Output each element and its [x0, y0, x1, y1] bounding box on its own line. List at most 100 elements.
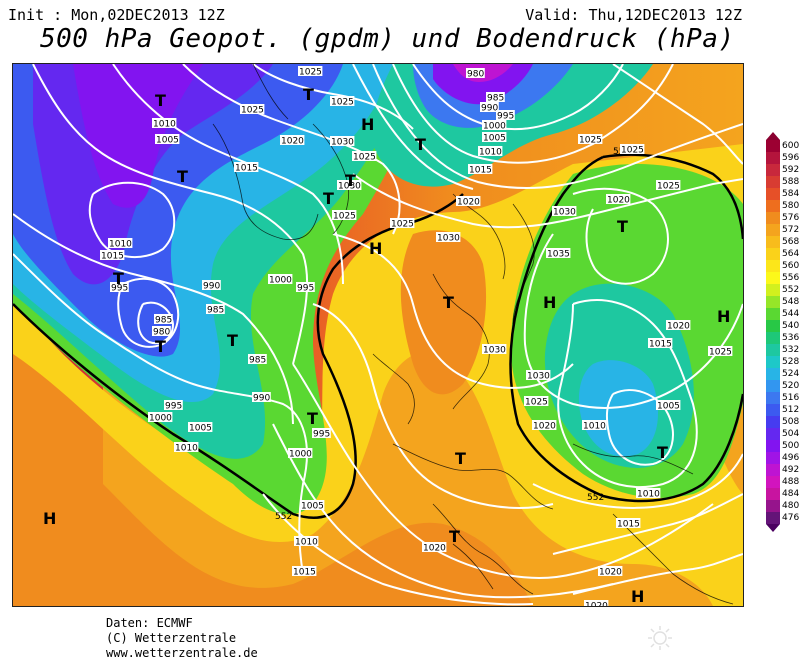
legend-row: 560 — [764, 260, 810, 272]
isobar-label-bg — [390, 218, 415, 228]
isobar-label: 1000 — [289, 450, 312, 460]
isobar-label: 1015 — [617, 520, 640, 530]
legend-swatch — [766, 296, 780, 308]
footer-url[interactable]: www.wetterzentrale.de — [106, 646, 258, 660]
legend-label: 500 — [782, 441, 800, 451]
isobar-label: 1005 — [189, 424, 212, 434]
legend-swatch — [766, 200, 780, 212]
isobar-label: 1000 — [483, 122, 506, 132]
isobar-label: 1025 — [525, 398, 548, 408]
isobar-label: 1020 — [533, 422, 556, 432]
legend-label: 564 — [782, 249, 800, 259]
low-pressure-center: T — [323, 189, 334, 208]
legend-label: 552 — [782, 285, 800, 295]
isobar-label-bg — [584, 600, 609, 606]
isobar-label-bg — [552, 206, 577, 216]
isobar-label: 1020 — [585, 602, 608, 607]
field-violet-north — [433, 64, 533, 105]
isobar-label-bg — [636, 488, 661, 498]
low-pressure-center: T — [155, 91, 166, 110]
weather-map[interactable]: 552 552 552 1025102510251010100510151020… — [12, 63, 744, 607]
low-pressure-center: T — [177, 167, 188, 186]
isobar-label: 995 — [497, 112, 514, 122]
contour-552-label-south: 552 — [587, 493, 604, 503]
isobar-labels: 1025 1025 1025 1010 1005 1015 1020 1030 1025 1030… — [100, 66, 733, 607]
isobar-label-bg — [708, 346, 733, 356]
legend-swatch — [766, 164, 780, 176]
legend-row: 520 — [764, 380, 810, 392]
isobar-label-bg — [288, 448, 313, 458]
footer-credits: Daten: ECMWF (C) Wetterzentrale www.wett… — [106, 616, 258, 661]
legend-label: 568 — [782, 237, 800, 247]
isobar-label: 1015 — [235, 164, 258, 174]
isobar-label-bg — [300, 500, 325, 510]
field-ridge-orange — [400, 230, 487, 395]
legend-row: 480 — [764, 500, 810, 512]
legend-label: 524 — [782, 369, 800, 379]
legend-swatch — [766, 440, 780, 452]
legend-row: 576 — [764, 212, 810, 224]
isobar-label-bg — [666, 320, 691, 330]
isobar-label: 1010 — [479, 148, 502, 158]
isobar-label-bg — [152, 118, 177, 128]
low-pressure-center: T — [345, 171, 356, 190]
low-pressure-center: T — [449, 527, 460, 546]
legend-label: 576 — [782, 213, 800, 223]
isobar-label-bg — [486, 92, 505, 102]
isobar-label: 1025 — [579, 136, 602, 146]
isobar-label: 1010 — [109, 240, 132, 250]
legend-row: 500 — [764, 440, 810, 452]
isobar-label-bg — [482, 344, 507, 354]
isobar-label-bg — [330, 96, 355, 106]
isobar-label: 1010 — [637, 490, 660, 500]
legend-swatch — [766, 224, 780, 236]
isobar-label: 1025 — [709, 348, 732, 358]
isobar-label-bg — [546, 248, 571, 258]
legend-label: 540 — [782, 321, 800, 331]
legend-label: 488 — [782, 477, 800, 487]
isobar-label-bg — [468, 164, 493, 174]
isobar-label: 990 — [203, 282, 220, 292]
legend-label: 556 — [782, 273, 800, 283]
legend-label: 596 — [782, 153, 800, 163]
low-pressure-center: T — [415, 135, 426, 154]
legend-label: 484 — [782, 489, 800, 499]
isobar-label-bg — [482, 132, 507, 142]
legend-row: 532 — [764, 344, 810, 356]
low-pressure-center: T — [657, 443, 668, 462]
isobar-label-bg — [436, 232, 461, 242]
isobar-label: 1005 — [156, 136, 179, 146]
low-pressure-center: T — [617, 217, 628, 236]
legend-swatch — [766, 320, 780, 332]
legend-row: 552 — [764, 284, 810, 296]
legend-row: 536 — [764, 332, 810, 344]
color-legend: 600 596 592 588 584 580 576 572 568 564 560 556 552 5… — [764, 132, 810, 532]
isobar-label-bg — [164, 400, 183, 410]
legend-label: 528 — [782, 357, 800, 367]
legend-row: 580 — [764, 200, 810, 212]
legend-arrow-top — [766, 132, 780, 140]
high-pressure-center: H — [543, 293, 556, 312]
isobar-label-bg — [456, 196, 481, 206]
isobar-label-bg — [268, 274, 293, 284]
isobar-label-bg — [422, 542, 447, 552]
legend-swatch — [766, 284, 780, 296]
legend-label: 544 — [782, 309, 800, 319]
isobar-label-bg — [108, 238, 133, 248]
legend-swatch — [766, 452, 780, 464]
low-pressure-center: T — [443, 293, 454, 312]
isobar-label-bg — [578, 134, 603, 144]
isobar-label: 985 — [487, 94, 504, 104]
isobar-label-bg — [620, 144, 645, 154]
isobar-label-bg — [332, 210, 357, 220]
isobar-label-bg — [248, 354, 267, 364]
legend-swatch — [766, 476, 780, 488]
isobar-label-bg — [155, 134, 180, 144]
isobar-label: 995 — [297, 284, 314, 294]
isobar-label: 1000 — [149, 414, 172, 424]
isobar-label-bg — [524, 396, 549, 406]
legend-row: 556 — [764, 272, 810, 284]
legend-row: 572 — [764, 224, 810, 236]
legend-swatch — [766, 272, 780, 284]
high-pressure-center: H — [43, 509, 56, 528]
